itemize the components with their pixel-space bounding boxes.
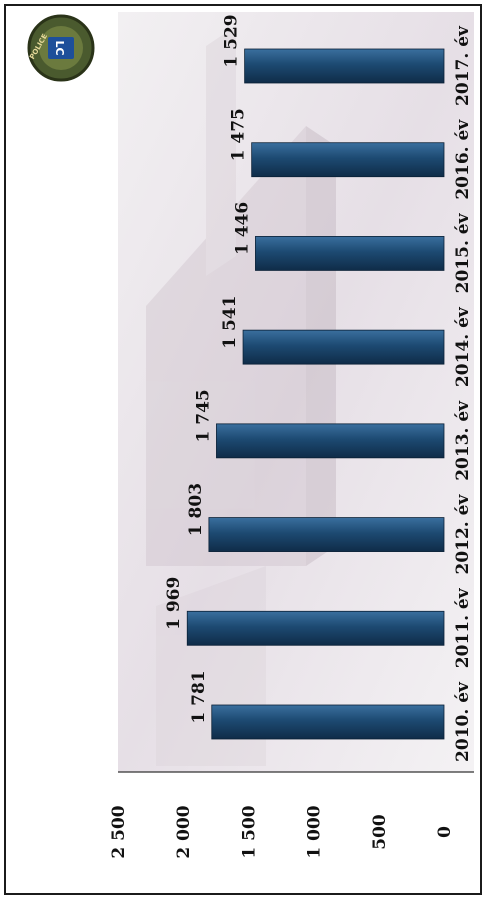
bar bbox=[186, 610, 445, 646]
bar bbox=[216, 423, 445, 459]
category-label: 2010. év bbox=[453, 681, 473, 762]
category-labels: 2010. év 2011. év 2012. év 2013. év 2014. év… bbox=[453, 25, 473, 762]
data-label: 1 541 bbox=[220, 296, 240, 349]
category-label: 2016. év bbox=[453, 119, 473, 200]
bar bbox=[208, 517, 445, 552]
axis-ticks: 0 500 1 000 1 500 2 000 2 500 bbox=[109, 805, 455, 858]
tick-label: 1 000 bbox=[305, 805, 325, 858]
category-label: 2015. év bbox=[453, 212, 473, 293]
logo-initials: LC bbox=[53, 40, 66, 55]
bar bbox=[242, 329, 445, 365]
data-label: 1 803 bbox=[186, 483, 206, 536]
data-label: 1 529 bbox=[222, 14, 242, 67]
category-label: 2014. év bbox=[453, 306, 473, 387]
tick-label: 2 000 bbox=[174, 805, 194, 858]
category-label: 2017. év bbox=[453, 25, 473, 106]
bar-chart: LC POLICE 0 500 1 000 1 500 2 000 2 500 1 781… bbox=[27, 12, 474, 859]
tick-label: 2 500 bbox=[109, 805, 129, 858]
data-label: 1 781 bbox=[189, 670, 209, 723]
category-label: 2011. év bbox=[453, 587, 473, 668]
bar bbox=[255, 236, 445, 271]
data-label: 1 475 bbox=[229, 108, 249, 161]
tick-label: 1 500 bbox=[239, 805, 259, 858]
data-label: 1 446 bbox=[232, 202, 252, 255]
data-labels: 1 781 1 969 1 803 1 745 1 541 1 446 1 475 1 529 bbox=[164, 14, 252, 723]
data-label: 1 745 bbox=[193, 389, 213, 442]
data-label: 1 969 bbox=[164, 577, 184, 630]
bar bbox=[211, 704, 445, 740]
police-badge-icon: LC POLICE bbox=[27, 14, 95, 82]
bar bbox=[244, 48, 445, 84]
tick-label: 0 bbox=[435, 826, 455, 838]
category-label: 2012. év bbox=[453, 494, 473, 575]
chart-frame: LC POLICE 0 500 1 000 1 500 2 000 2 500 1 781… bbox=[4, 4, 482, 895]
bars bbox=[186, 48, 445, 740]
bar bbox=[251, 142, 445, 178]
category-label: 2013. év bbox=[453, 400, 473, 481]
tick-label: 500 bbox=[370, 814, 390, 850]
